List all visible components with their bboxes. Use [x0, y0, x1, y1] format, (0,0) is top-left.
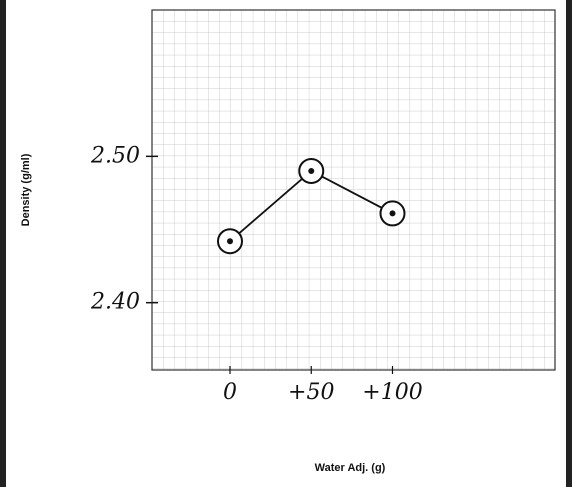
y-tick-label: 2.40 — [90, 290, 140, 315]
data-point — [308, 167, 315, 174]
graph-paper — [151, 9, 556, 371]
data-point — [389, 210, 396, 217]
page-edge — [0, 0, 6, 487]
page-edge — [566, 0, 572, 487]
y-axis-title: Density (g/ml) — [20, 153, 32, 226]
y-tick-label: 2.50 — [90, 143, 140, 168]
x-tick-label: +50 — [288, 380, 334, 405]
data-point — [227, 238, 233, 245]
x-tick-label: +100 — [362, 380, 422, 405]
x-tick-label: 0 — [223, 380, 237, 405]
x-axis-title: Water Adj. (g) — [315, 462, 386, 474]
